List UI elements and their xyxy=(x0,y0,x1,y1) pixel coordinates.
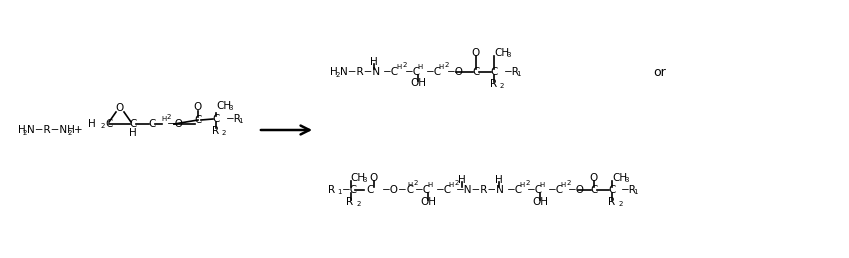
Text: 2: 2 xyxy=(403,62,408,68)
Text: OH: OH xyxy=(420,197,436,207)
Text: 1: 1 xyxy=(633,189,638,195)
Text: −R: −R xyxy=(504,67,520,77)
Text: H: H xyxy=(129,128,137,138)
Text: +: + xyxy=(74,125,82,135)
Text: H: H xyxy=(495,175,503,185)
Text: C: C xyxy=(366,185,374,195)
Text: −C: −C xyxy=(383,67,399,77)
Text: R: R xyxy=(491,79,498,89)
Text: CH: CH xyxy=(612,173,627,183)
Text: 1: 1 xyxy=(337,189,341,195)
Text: R: R xyxy=(346,197,353,207)
Text: 2: 2 xyxy=(526,180,531,186)
Text: −C: −C xyxy=(342,185,358,195)
Text: 3: 3 xyxy=(624,177,628,183)
Text: 2: 2 xyxy=(167,114,171,120)
Text: −C: −C xyxy=(548,185,564,195)
Text: O: O xyxy=(194,102,202,112)
Text: −C: −C xyxy=(415,185,431,195)
Text: O: O xyxy=(370,173,378,183)
Text: 2: 2 xyxy=(567,180,571,186)
Text: H: H xyxy=(370,57,378,67)
Text: N−R−NH: N−R−NH xyxy=(27,125,75,135)
Text: −C: −C xyxy=(405,67,421,77)
Text: −C: −C xyxy=(426,67,442,77)
Text: N−R−N: N−R−N xyxy=(340,67,380,77)
Text: −O: −O xyxy=(568,185,585,195)
Text: or: or xyxy=(654,66,666,78)
Text: R: R xyxy=(328,185,335,195)
Text: C: C xyxy=(149,119,155,129)
Text: C: C xyxy=(212,114,220,124)
Text: O: O xyxy=(590,173,599,183)
Text: −R: −R xyxy=(226,114,242,124)
Text: H: H xyxy=(458,175,466,185)
Text: C: C xyxy=(609,185,616,195)
Text: H: H xyxy=(417,64,422,70)
Text: C: C xyxy=(472,67,480,77)
Text: 3: 3 xyxy=(362,177,367,183)
Text: 3: 3 xyxy=(506,52,510,58)
Text: H: H xyxy=(407,182,413,188)
Text: −N−R−N: −N−R−N xyxy=(456,185,505,195)
Text: OH: OH xyxy=(532,197,548,207)
Text: H: H xyxy=(161,116,166,122)
Text: H: H xyxy=(330,67,338,77)
Text: 2: 2 xyxy=(336,72,340,78)
Text: C: C xyxy=(129,119,137,129)
Text: 1: 1 xyxy=(238,118,243,124)
Text: 1: 1 xyxy=(516,71,520,77)
Text: −C: −C xyxy=(507,185,523,195)
Text: 2: 2 xyxy=(445,62,449,68)
Text: 2: 2 xyxy=(68,130,72,136)
Text: −O: −O xyxy=(167,119,184,129)
Text: H: H xyxy=(88,119,96,129)
Text: 2: 2 xyxy=(619,201,623,207)
Text: 2: 2 xyxy=(23,130,27,136)
Text: 2: 2 xyxy=(414,180,419,186)
Text: H: H xyxy=(519,182,524,188)
Text: −C: −C xyxy=(527,185,543,195)
Text: CH: CH xyxy=(494,48,509,58)
Text: O: O xyxy=(472,48,481,58)
Text: CH: CH xyxy=(350,173,365,183)
Text: 3: 3 xyxy=(228,105,233,111)
Text: CH: CH xyxy=(216,101,231,111)
Text: 2: 2 xyxy=(222,130,227,136)
Text: H: H xyxy=(560,182,565,188)
Text: H: H xyxy=(18,125,25,135)
Text: 2: 2 xyxy=(357,201,362,207)
Text: H: H xyxy=(438,64,443,70)
Text: R: R xyxy=(609,197,616,207)
Text: −R: −R xyxy=(621,185,637,195)
Text: 2: 2 xyxy=(500,83,504,89)
Text: H: H xyxy=(396,64,402,70)
Text: −O: −O xyxy=(447,67,464,77)
Text: H: H xyxy=(427,182,432,188)
Text: O: O xyxy=(115,103,124,113)
Text: C: C xyxy=(194,115,202,125)
Text: 2: 2 xyxy=(455,180,459,186)
Text: H: H xyxy=(448,182,453,188)
Text: C: C xyxy=(590,185,598,195)
Text: OH: OH xyxy=(410,78,426,88)
Text: R: R xyxy=(212,126,220,136)
Text: 2: 2 xyxy=(101,123,105,129)
Text: −C: −C xyxy=(436,185,453,195)
Text: C: C xyxy=(105,119,112,129)
Text: −O−C: −O−C xyxy=(382,185,415,195)
Text: H: H xyxy=(539,182,544,188)
Text: C: C xyxy=(491,67,498,77)
